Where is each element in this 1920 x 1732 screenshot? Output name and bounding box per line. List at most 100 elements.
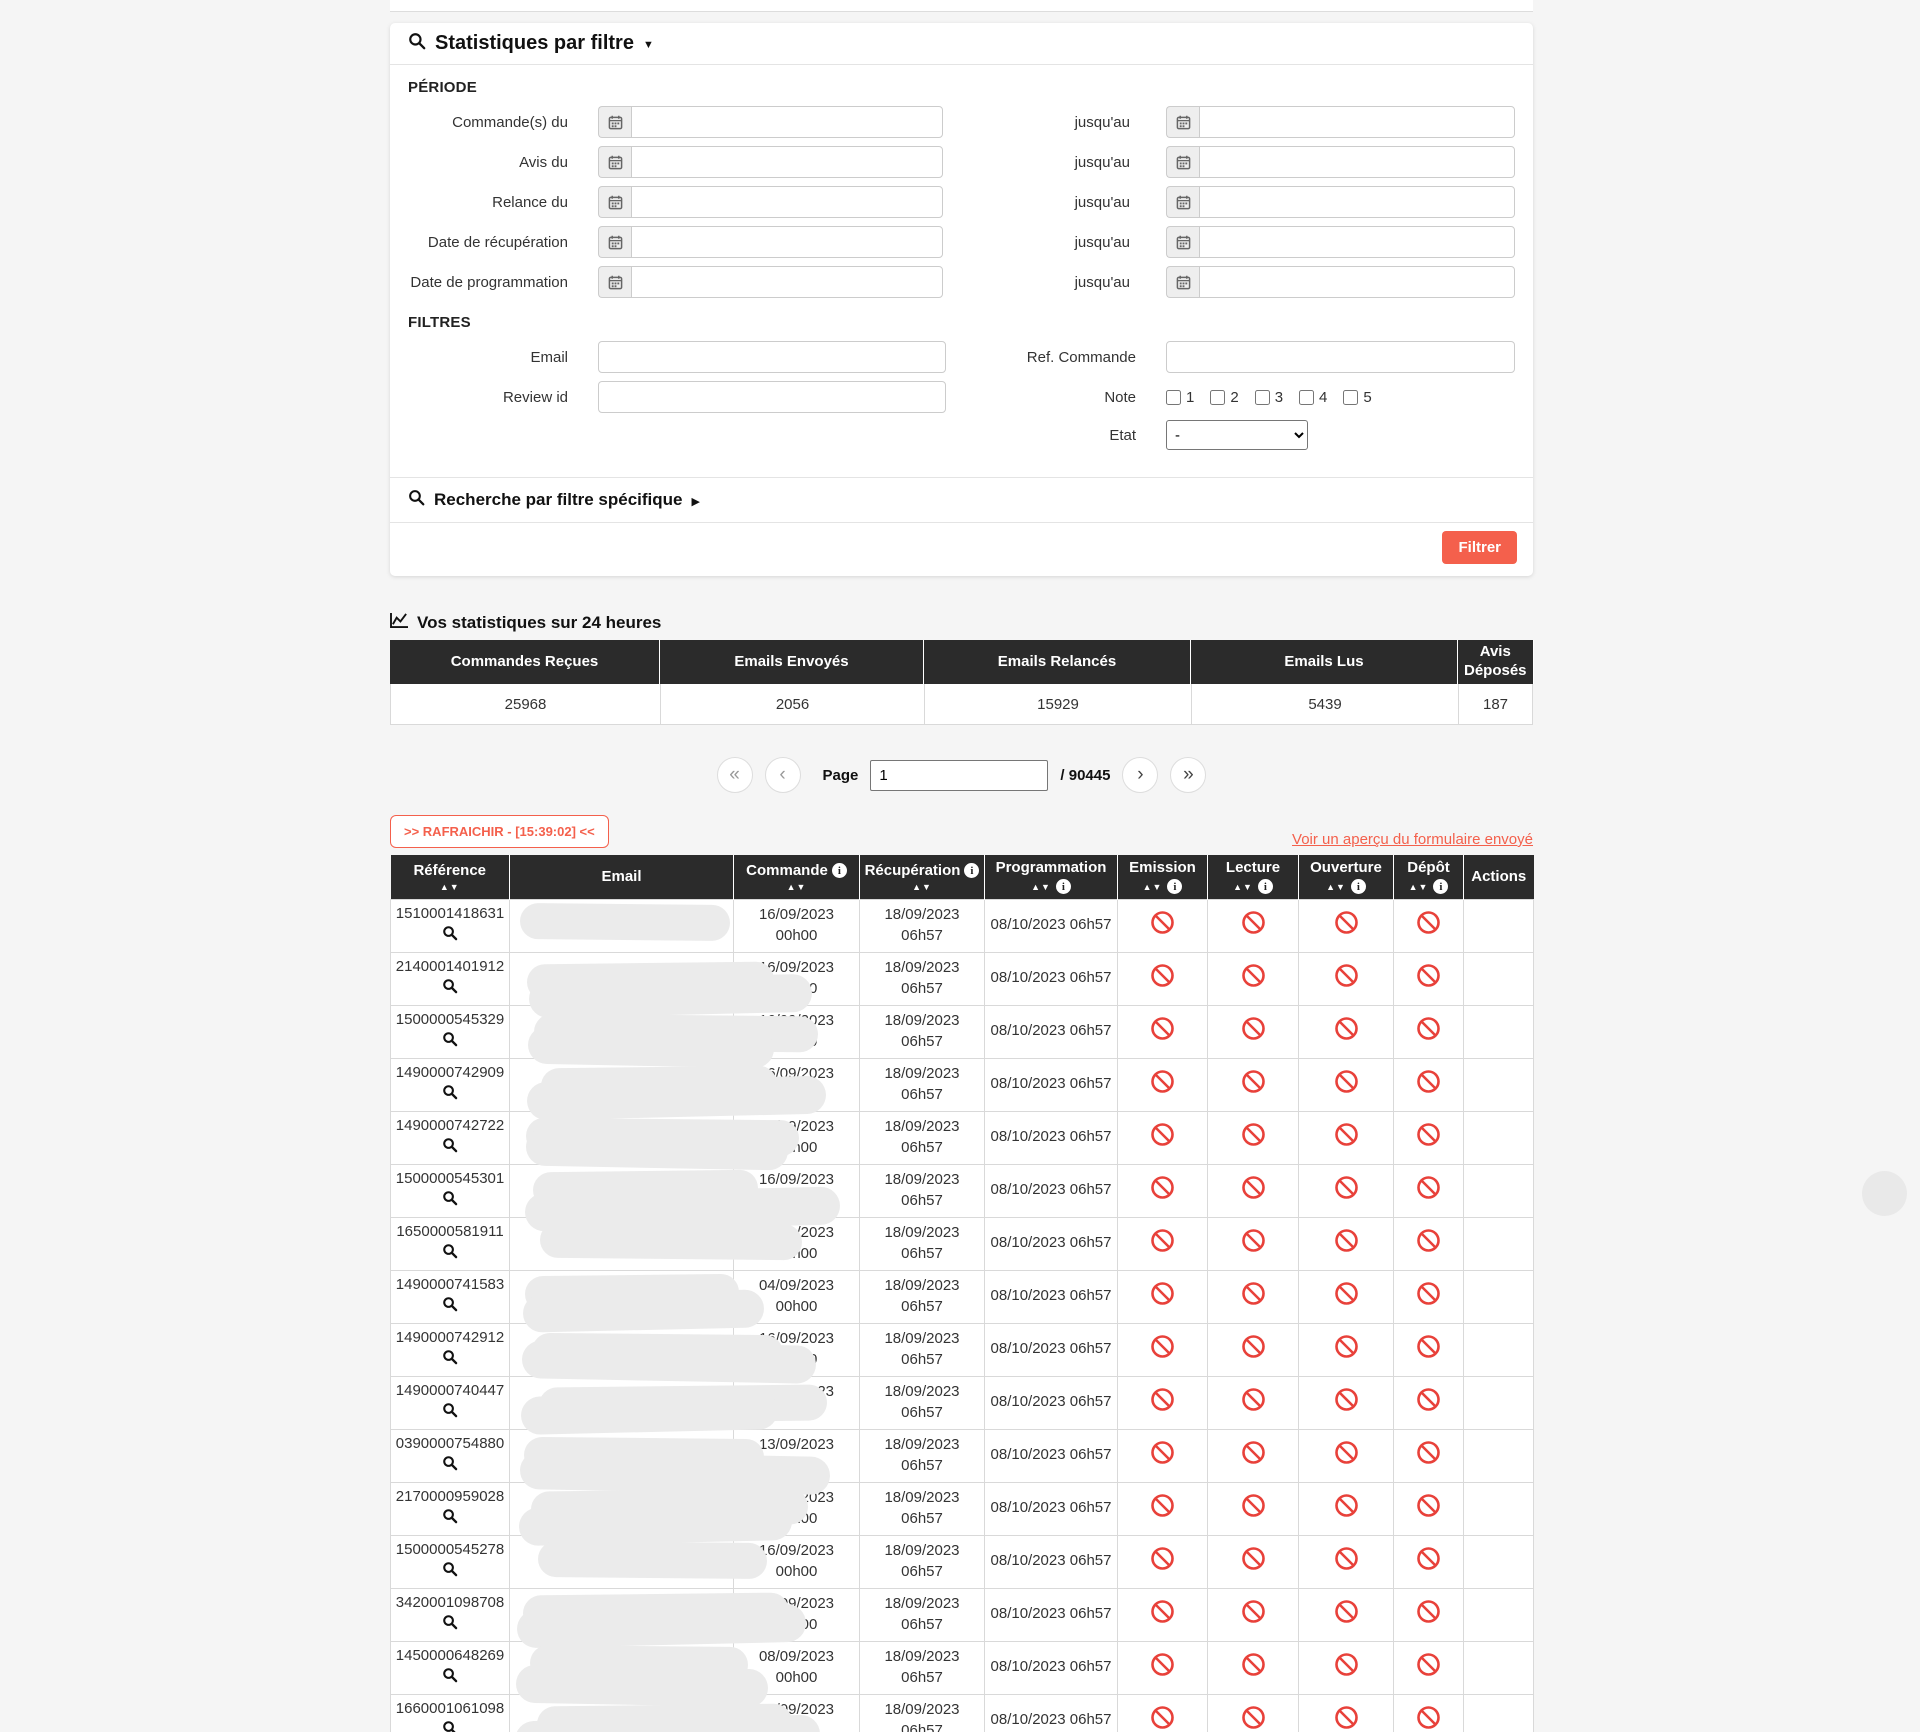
view-detail-magnifier-icon[interactable] [442,1137,458,1159]
etat-select[interactable]: - [1166,420,1308,450]
table-row: 150000054530116/09/202300h0018/09/202306… [390,1163,1534,1232]
emission-status-cell [1117,1110,1208,1165]
blocked-icon [1416,1229,1441,1257]
blocked-icon [1150,1229,1175,1257]
info-icon[interactable]: i [831,863,847,879]
sort-arrows-icon[interactable]: ▲▼ [1142,881,1163,892]
column-header-commande[interactable]: Commande i ▲▼ [733,855,860,899]
sort-arrows-icon[interactable]: ▲▼ [1408,881,1429,892]
view-detail-magnifier-icon[interactable] [442,925,458,947]
blocked-icon [1241,1229,1266,1257]
date-until-input[interactable] [1199,266,1515,298]
column-header-ouverture[interactable]: Ouverture ▲▼ i [1298,855,1394,899]
blocked-icon [1150,1176,1175,1204]
note-checkbox-1[interactable] [1166,389,1181,405]
date-until-input[interactable] [1199,106,1515,138]
info-icon[interactable]: i [1257,879,1273,895]
date-from-input[interactable] [631,226,943,258]
reference-cell: 1500000545329 [390,1004,510,1059]
floating-scroll-button[interactable] [1862,1171,1907,1216]
view-detail-magnifier-icon[interactable] [442,1720,458,1732]
column-header-lecture[interactable]: Lecture ▲▼ i [1207,855,1299,899]
view-detail-magnifier-icon[interactable] [442,978,458,1000]
note-checkbox-2[interactable] [1210,389,1226,405]
next-page-button[interactable]: › [1122,757,1159,793]
view-detail-magnifier-icon[interactable] [442,1455,458,1477]
date-until-input[interactable] [1199,226,1515,258]
emission-status-cell [1117,1481,1208,1536]
sort-arrows-icon[interactable]: ▲▼ [1031,881,1051,892]
date-until-input[interactable] [1199,146,1515,178]
view-detail-magnifier-icon[interactable] [442,1190,458,1212]
blocked-icon [1150,1547,1175,1575]
info-icon[interactable]: i [1433,879,1449,895]
view-detail-magnifier-icon[interactable] [442,1508,458,1530]
blocked-icon [1416,1653,1441,1681]
column-header-recuperation[interactable]: Récupération i ▲▼ [859,855,985,899]
calendar-icon[interactable] [1166,106,1199,138]
view-detail-magnifier-icon[interactable] [442,1243,458,1265]
view-detail-magnifier-icon[interactable] [442,1296,458,1318]
calendar-icon[interactable] [598,266,631,298]
view-detail-magnifier-icon[interactable] [442,1349,458,1371]
info-icon[interactable]: i [964,863,980,879]
review-id-input[interactable] [598,381,946,413]
specific-filter-toggle[interactable]: Recherche par filtre spécifique ▶ [390,477,1533,523]
filter-card-header[interactable]: Statistiques par filtre ▼ [390,23,1533,65]
column-header-programmation[interactable]: Programmation ▲▼ i [984,855,1118,899]
refresh-button[interactable]: >> RAFRAICHIR - [15:39:02] << [390,815,609,848]
calendar-icon[interactable] [598,146,631,178]
column-header-emission[interactable]: Emission ▲▼ i [1117,855,1208,899]
calendar-icon[interactable] [1166,266,1199,298]
view-detail-magnifier-icon[interactable] [442,1667,458,1689]
programmation-cell: 08/10/2023 06h57 [984,1534,1118,1589]
note-checkbox-5[interactable] [1343,389,1359,405]
sort-arrows-icon[interactable]: ▲▼ [439,881,460,892]
view-detail-magnifier-icon[interactable] [442,1031,458,1053]
first-page-button[interactable]: « [716,757,753,793]
note-checkbox-4[interactable] [1299,389,1315,405]
ref-commande-input[interactable] [1166,341,1515,373]
depot-status-cell [1393,1163,1464,1218]
blocked-icon [1150,1017,1175,1045]
sort-arrows-icon[interactable]: ▲▼ [912,881,932,892]
date-from-input[interactable] [631,146,943,178]
filter-card-title: Statistiques par filtre [435,32,634,54]
calendar-icon[interactable] [598,106,631,138]
sort-arrows-icon[interactable]: ▲▼ [1233,881,1253,892]
blocked-icon [1150,1335,1175,1363]
search-icon [408,32,426,55]
info-icon[interactable]: i [1350,879,1366,895]
blocked-icon [1416,1494,1441,1522]
view-detail-magnifier-icon[interactable] [442,1084,458,1106]
column-header-depot[interactable]: Dépôt ▲▼ i [1393,855,1464,899]
calendar-icon[interactable] [1166,146,1199,178]
calendar-icon[interactable] [598,226,631,258]
info-icon[interactable]: i [1167,879,1183,895]
info-icon[interactable]: i [1055,879,1071,895]
calendar-icon[interactable] [598,186,631,218]
reference-number: 1490000742912 [395,1328,505,1346]
email-filter-input[interactable] [598,341,946,373]
view-detail-magnifier-icon[interactable] [442,1561,458,1583]
table-row: 150000054532916/09/202300h0018/09/202306… [390,1004,1534,1068]
view-detail-magnifier-icon[interactable] [442,1614,458,1636]
previous-page-button[interactable]: ‹ [764,757,801,793]
view-detail-magnifier-icon[interactable] [442,1402,458,1424]
sort-arrows-icon[interactable]: ▲▼ [786,881,807,892]
last-page-button[interactable]: » [1170,757,1207,793]
programmation-cell: 08/10/2023 06h57 [984,1428,1118,1483]
date-until-input[interactable] [1199,186,1515,218]
date-from-input[interactable] [631,186,943,218]
calendar-icon[interactable] [1166,226,1199,258]
date-from-input[interactable] [631,266,943,298]
filter-button[interactable]: Filtrer [1442,531,1517,564]
calendar-icon[interactable] [1166,186,1199,218]
note-checkbox-3[interactable] [1254,389,1270,405]
date-from-input[interactable] [631,106,943,138]
sort-arrows-icon[interactable]: ▲▼ [1326,881,1346,892]
page-number-input[interactable] [870,759,1049,791]
column-header-reference[interactable]: Référence ▲▼ [390,855,510,899]
form-preview-link[interactable]: Voir un aperçu du formulaire envoyé [1292,831,1533,848]
depot-status-cell [1393,1640,1464,1695]
